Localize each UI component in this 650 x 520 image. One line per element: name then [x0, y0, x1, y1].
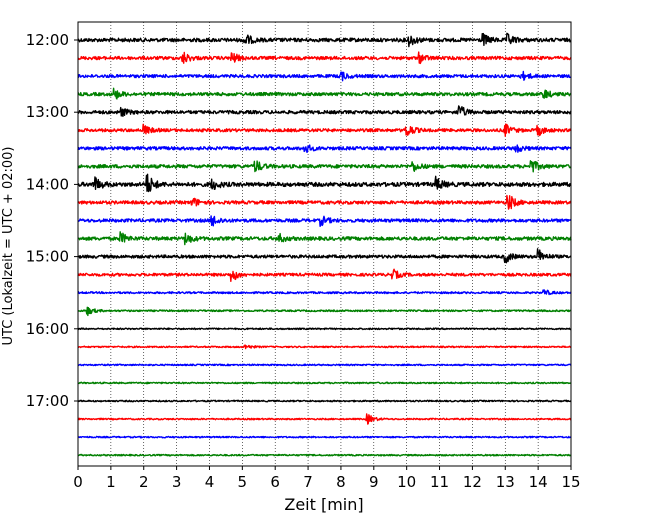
trace-row [77, 289, 572, 296]
x-tick-label: 1 [106, 473, 116, 491]
y-axis-label: UTC (Lokalzeit = UTC + 02:00) [1, 147, 16, 346]
trace-row [77, 70, 572, 82]
x-tick-label: 3 [172, 473, 182, 491]
trace-row [77, 87, 572, 100]
trace-row [77, 194, 572, 210]
x-tick-label: 0 [73, 473, 83, 491]
plot-frame [77, 21, 572, 467]
x-tick-label: 8 [336, 473, 346, 491]
x-axis-ticks: 0 1 2 3 4 5 6 7 8 9 10 11 12 13 14 15 [73, 466, 581, 491]
x-tick-label: 10 [397, 473, 416, 491]
trace-row [77, 160, 572, 173]
trace-row [77, 399, 572, 403]
trace-row [77, 268, 572, 283]
x-tick-label: 15 [561, 473, 580, 491]
x-tick-label: 9 [369, 473, 379, 491]
x-axis-label: Zeit [min] [284, 495, 363, 514]
trace-row [77, 381, 572, 385]
trace-row [77, 105, 572, 118]
x-tick-label: 4 [205, 473, 215, 491]
trace-row [77, 363, 572, 367]
x-tick-label: 5 [238, 473, 248, 491]
trace-row [77, 173, 572, 193]
trace-row [77, 344, 572, 350]
x-tick-label: 13 [496, 473, 515, 491]
trace-row [77, 248, 572, 264]
y-axis-ticks: 12:00 13:00 14:00 15:00 16:00 17:00 [26, 31, 78, 410]
trace-row [77, 215, 572, 228]
y-tick-label: 13:00 [26, 103, 69, 121]
trace-row [77, 123, 572, 137]
grid-lines [110, 22, 539, 466]
y-tick-label: 14:00 [26, 175, 69, 193]
x-tick-label: 7 [303, 473, 313, 491]
trace-row [77, 51, 572, 65]
x-tick-label: 6 [270, 473, 280, 491]
y-tick-label: 16:00 [26, 320, 69, 338]
x-tick-label: 11 [430, 473, 449, 491]
seismic-traces [77, 32, 572, 457]
trace-row [77, 32, 572, 48]
trace-row [77, 435, 572, 439]
trace-row [77, 306, 572, 317]
y-tick-label: 17:00 [26, 392, 69, 410]
y-tick-label: 12:00 [26, 31, 69, 49]
trace-row [77, 413, 572, 425]
trace-row [77, 231, 572, 246]
plot-background [78, 22, 571, 466]
trace-row [77, 144, 572, 154]
x-tick-label: 14 [529, 473, 548, 491]
x-tick-label: 2 [139, 473, 149, 491]
trace-row [77, 453, 572, 457]
x-tick-label: 12 [463, 473, 482, 491]
y-tick-label: 15:00 [26, 248, 69, 266]
trace-row [77, 327, 572, 331]
